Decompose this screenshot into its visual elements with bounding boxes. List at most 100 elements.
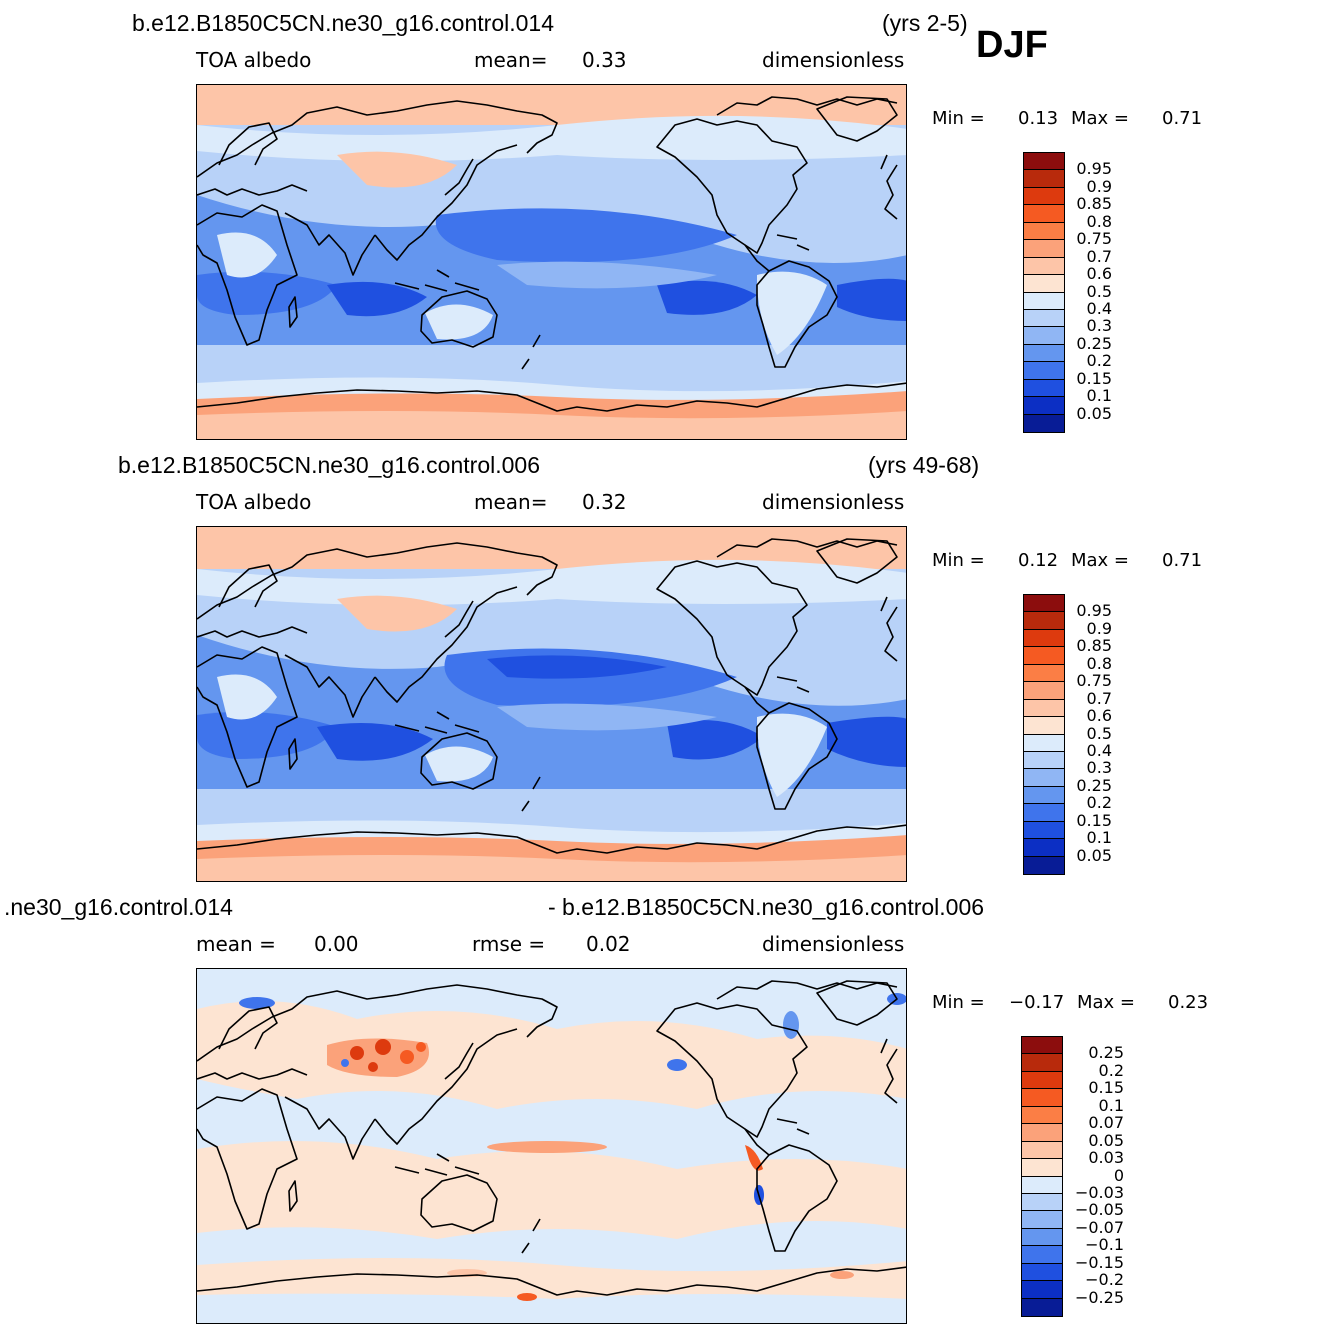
colorbar-tick-label: 0.25 xyxy=(1088,1043,1124,1063)
panel2-variable: TOA albedo xyxy=(196,490,312,514)
colorbar-swatch xyxy=(1024,309,1064,328)
colorbar-tick-label: 0.2 xyxy=(1086,351,1112,371)
colorbar-tick-label: −0.1 xyxy=(1085,1235,1124,1255)
colorbar-tick-label: 0.3 xyxy=(1086,758,1112,778)
colorbar-swatch xyxy=(1024,275,1064,293)
colorbar-tick-label: −0.07 xyxy=(1074,1217,1124,1237)
colorbar-tick-label: 0.8 xyxy=(1086,653,1112,673)
panel1-min-label: Min = xyxy=(932,108,985,129)
colorbar-tick-label: 0.25 xyxy=(1076,775,1112,795)
colorbar-swatch xyxy=(1022,1159,1062,1177)
colorbar-swatch xyxy=(1024,397,1064,415)
colorbar-swatch xyxy=(1022,1246,1062,1264)
colorbar-swatch xyxy=(1024,153,1064,171)
colorbar-tick-label: 0.05 xyxy=(1076,403,1112,423)
season-label: DJF xyxy=(976,24,1048,66)
colorbar-swatch xyxy=(1024,734,1064,752)
colorbar-swatch xyxy=(1024,379,1064,398)
colorbar-tick-label: −0.05 xyxy=(1074,1200,1124,1220)
colorbar-tick-label: 0.8 xyxy=(1086,211,1112,231)
colorbar-swatch xyxy=(1022,1298,1062,1316)
colorbar-swatch xyxy=(1024,647,1064,665)
colorbar-swatch xyxy=(1022,1193,1062,1212)
panel2-map-svg xyxy=(197,527,906,881)
colorbar-tick-label: 0.95 xyxy=(1076,159,1112,179)
panel2-mean-label: mean= xyxy=(474,490,548,514)
panel3-max-value: 0.23 xyxy=(1168,992,1209,1013)
colorbar-tick-label: 0.15 xyxy=(1076,368,1112,388)
panel3-mean-value: 0.00 xyxy=(314,932,359,956)
colorbar-tick-label: 0.4 xyxy=(1086,740,1112,760)
panel3-map-svg xyxy=(197,969,906,1323)
panel2-min-label: Min = xyxy=(932,550,985,571)
colorbar-tick-label: 0.6 xyxy=(1086,264,1112,284)
panel1-colorbar-labels: 0.95 0.9 0.85 0.8 0.75 0.7 0.6 0.5 0.4 0.3 0.25 0.2… xyxy=(1066,152,1112,433)
panel1-colorbar xyxy=(1023,152,1065,433)
colorbar-swatch xyxy=(1024,257,1064,276)
colorbar-tick-label: 0.03 xyxy=(1088,1148,1124,1168)
colorbar-tick-label: 0.05 xyxy=(1076,845,1112,865)
panel1-case-title: b.e12.B1850C5CN.ne30_g16.control.014 xyxy=(132,10,554,36)
panel2-mean-value: 0.32 xyxy=(582,490,627,514)
colorbar-swatch xyxy=(1024,205,1064,223)
panel3-mean-label: mean = xyxy=(196,932,276,956)
panel3-min-value: −0.17 xyxy=(1009,992,1065,1013)
panel1-min-value: 0.13 xyxy=(1018,108,1059,129)
panel2-colorbar xyxy=(1023,594,1065,875)
colorbar-swatch xyxy=(1022,1141,1062,1160)
colorbar-swatch xyxy=(1024,769,1064,787)
panel1-units: dimensionless xyxy=(762,48,905,72)
colorbar-tick-label: −0.2 xyxy=(1085,1270,1124,1290)
panel1-mean-label: mean= xyxy=(474,48,548,72)
panel2-years: (yrs 49-68) xyxy=(868,452,980,478)
colorbar-tick-label: 0.3 xyxy=(1086,316,1112,336)
colorbar-swatch xyxy=(1024,664,1064,683)
colorbar-swatch xyxy=(1024,240,1064,258)
colorbar-tick-label: 0.75 xyxy=(1076,229,1112,249)
colorbar-swatch xyxy=(1024,187,1064,206)
colorbar-swatch xyxy=(1022,1176,1062,1194)
colorbar-tick-label: −0.25 xyxy=(1074,1287,1124,1307)
panel2-units: dimensionless xyxy=(762,490,905,514)
panel3-max-label: Max = xyxy=(1077,992,1136,1013)
colorbar-swatch xyxy=(1024,786,1064,805)
colorbar-tick-label: 0.6 xyxy=(1086,706,1112,726)
panel1-years: (yrs 2-5) xyxy=(882,10,968,36)
colorbar-tick-label: 0.15 xyxy=(1076,810,1112,830)
colorbar-swatch xyxy=(1024,804,1064,822)
colorbar-swatch xyxy=(1024,414,1064,432)
colorbar-tick-label: −0.15 xyxy=(1074,1252,1124,1272)
colorbar-swatch xyxy=(1024,327,1064,345)
colorbar-tick-label: 0.5 xyxy=(1086,723,1112,743)
colorbar-swatch xyxy=(1022,1124,1062,1142)
colorbar-tick-label: 0.15 xyxy=(1088,1078,1124,1098)
panel2-max-label: Max = xyxy=(1071,550,1130,571)
panel2-map xyxy=(196,526,907,882)
colorbar-tick-label: 0.5 xyxy=(1086,281,1112,301)
colorbar-swatch xyxy=(1024,751,1064,770)
colorbar-swatch xyxy=(1024,856,1064,874)
panel3-rmse-value: 0.02 xyxy=(586,932,631,956)
colorbar-swatch xyxy=(1024,629,1064,648)
colorbar-swatch xyxy=(1022,1054,1062,1072)
colorbar-swatch xyxy=(1024,362,1064,380)
colorbar-swatch xyxy=(1022,1037,1062,1055)
colorbar-tick-label: 0.95 xyxy=(1076,601,1112,621)
colorbar-tick-label: −0.03 xyxy=(1074,1182,1124,1202)
colorbar-tick-label: 0.9 xyxy=(1086,176,1112,196)
colorbar-tick-label: 0.05 xyxy=(1088,1130,1124,1150)
panel2-min-value: 0.12 xyxy=(1018,550,1059,571)
colorbar-tick-label: 0.2 xyxy=(1086,793,1112,813)
colorbar-tick-label: 0.85 xyxy=(1076,636,1112,656)
colorbar-swatch xyxy=(1022,1211,1062,1229)
panel3-min-label: Min = xyxy=(932,992,985,1013)
colorbar-tick-label: 0.9 xyxy=(1086,618,1112,638)
panel3-map xyxy=(196,968,907,1324)
panel2-case-title: b.e12.B1850C5CN.ne30_g16.control.006 xyxy=(118,452,540,478)
colorbar-tick-label: 0.07 xyxy=(1088,1113,1124,1133)
colorbar-swatch xyxy=(1022,1228,1062,1247)
panel1-max-label: Max = xyxy=(1071,108,1130,129)
colorbar-tick-label: 0.7 xyxy=(1086,246,1112,266)
panel2-max-value: 0.71 xyxy=(1162,550,1203,571)
colorbar-swatch xyxy=(1024,682,1064,700)
